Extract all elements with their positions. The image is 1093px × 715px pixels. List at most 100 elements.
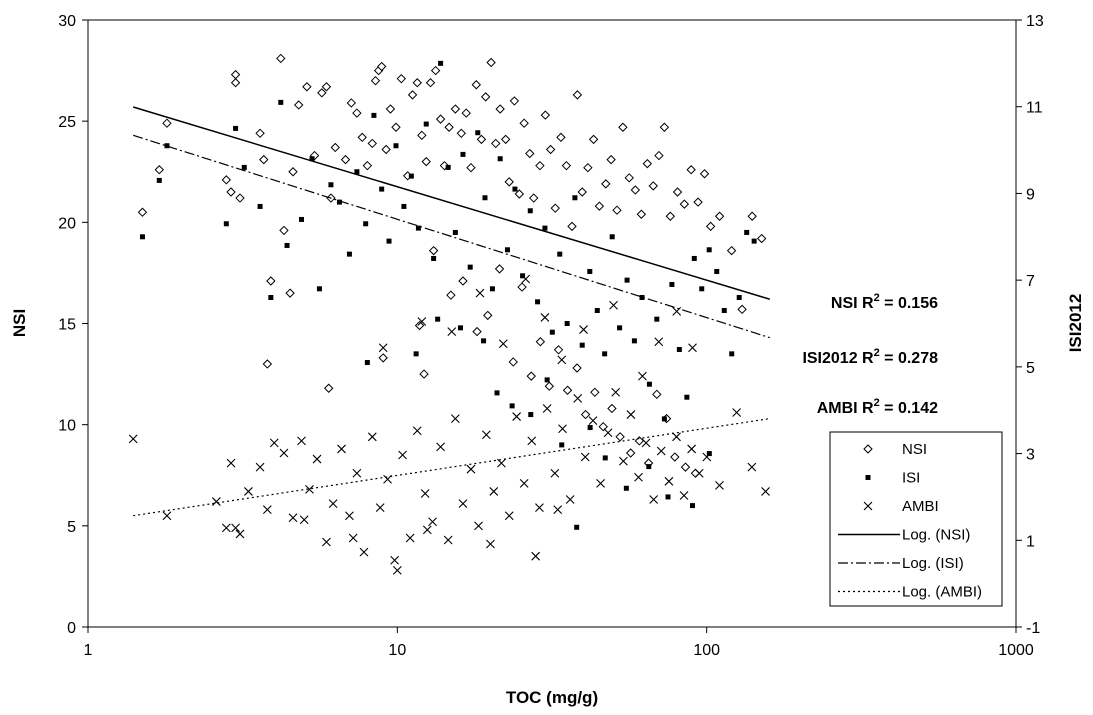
nsi-point (162, 118, 172, 128)
ambi-point (497, 458, 506, 468)
isi-point (257, 203, 263, 209)
y2-tick-label: -1 (1026, 620, 1040, 637)
isi-point (676, 347, 682, 353)
nsi-point (461, 108, 471, 118)
nsi-point (324, 383, 334, 393)
nsi-point (514, 189, 525, 199)
y2-tick-label: 5 (1026, 360, 1035, 377)
nsi-point (376, 61, 387, 72)
nsi-point (294, 100, 304, 110)
nsi-point (302, 82, 312, 92)
trendline-log-ambi (133, 418, 770, 517)
isi-point (364, 360, 370, 366)
legend-label: Log. (AMBI) (902, 584, 982, 601)
nsi-point (529, 193, 539, 203)
isi-point (706, 247, 712, 253)
nsi-point (330, 142, 340, 153)
nsi-point (414, 320, 425, 331)
nsi-point (456, 128, 467, 139)
isi-point (413, 351, 419, 357)
nsi-point (714, 211, 725, 221)
ambi-point (649, 495, 659, 504)
nsi-point (285, 288, 295, 298)
isi-point (714, 268, 720, 274)
nsi-point (652, 389, 662, 400)
ambi-point (398, 450, 407, 460)
nsi-point (317, 88, 327, 98)
nsi-point (491, 138, 501, 149)
isi-point (475, 130, 481, 136)
isi-point (669, 281, 675, 287)
isi-point (587, 425, 593, 431)
isi-point (460, 151, 466, 157)
isi-point (164, 143, 170, 149)
nsi-point (476, 134, 487, 145)
nsi-point (407, 90, 418, 100)
nsi-point (471, 80, 482, 90)
nsi-point (288, 167, 298, 177)
ambi-point (450, 414, 460, 423)
ambi-point (322, 537, 331, 547)
isi-point (431, 255, 437, 261)
isi-point (623, 485, 629, 491)
isi-point (467, 264, 473, 270)
isi-point (665, 494, 671, 500)
isi-point (316, 286, 322, 292)
nsi-point (648, 181, 658, 191)
y-tick-label: 5 (67, 519, 76, 536)
ambi-point (761, 487, 770, 496)
nsi-point (262, 359, 273, 369)
ambi-point (475, 288, 485, 298)
isi-point (233, 125, 239, 131)
ambi-point (687, 444, 697, 454)
nsi-point (747, 211, 757, 221)
nsi-point (659, 122, 670, 132)
nsi-point (425, 78, 436, 88)
nsi-point (634, 436, 645, 446)
isi-point (527, 208, 533, 214)
nsi-point (680, 462, 691, 472)
y-tick-label: 15 (58, 317, 76, 334)
ambi-point (504, 511, 514, 521)
nsi-point (577, 187, 587, 197)
ambi-point (489, 487, 499, 496)
legend-label: NSI (902, 441, 927, 458)
isi-point (328, 182, 334, 188)
x-tick-label: 1 (84, 642, 93, 659)
ambi-point (417, 317, 427, 326)
isi-point (509, 403, 515, 409)
r2-annotation: AMBI R2 = 0.142 (817, 397, 938, 417)
nsi-point (630, 185, 641, 195)
ambi-point (542, 404, 552, 413)
nsi-point (567, 221, 577, 232)
ambi-point (588, 416, 598, 426)
ambi-point (443, 535, 453, 545)
ambi-point (422, 525, 432, 535)
nsi-point (321, 82, 332, 92)
isi-point (617, 325, 623, 331)
isi-point (559, 442, 565, 448)
nsi-point (255, 128, 265, 139)
ambi-point (580, 452, 590, 462)
y2-tick-label: 3 (1026, 447, 1035, 464)
nsi-point (450, 104, 461, 114)
ambi-point (375, 503, 385, 513)
ambi-point (565, 495, 575, 504)
ambi-point (596, 478, 605, 488)
isi-point (699, 286, 705, 292)
nsi-point (525, 148, 535, 159)
nsi-point (137, 207, 148, 217)
ambi-point (531, 551, 541, 561)
ambi-point (654, 337, 664, 347)
isi-point (504, 247, 510, 253)
nsi-point (562, 385, 573, 395)
isi-point (299, 216, 305, 222)
isi-point (661, 416, 667, 422)
isi-point (706, 451, 712, 457)
isi-point (646, 381, 652, 387)
ambi-point (359, 547, 369, 557)
nsi-point (276, 53, 286, 64)
ambi-point (211, 497, 221, 506)
